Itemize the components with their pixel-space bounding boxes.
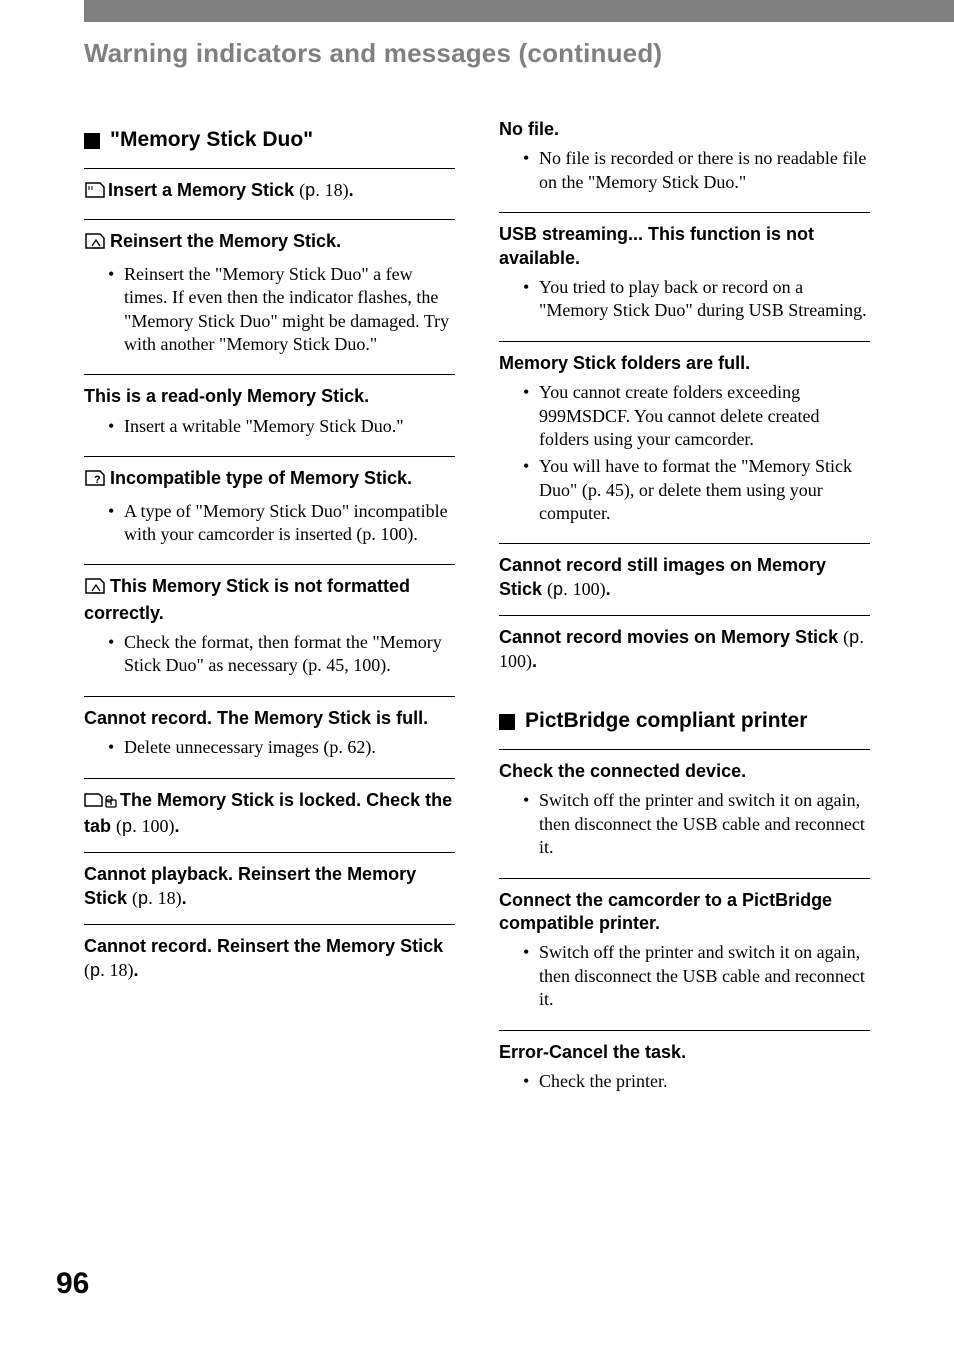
bullet-item: Switch off the printer and switch it on … bbox=[539, 789, 870, 859]
content-columns: "Memory Stick Duo" Insert a Memory Stick… bbox=[84, 118, 870, 1111]
bullet-list: Check the printer. bbox=[499, 1070, 870, 1093]
memstick-lock-icon bbox=[84, 791, 118, 815]
message-item: The Memory Stick is locked. Check the ta… bbox=[84, 778, 455, 853]
message-heading: Cannot playback. Reinsert the Memory Sti… bbox=[84, 863, 455, 910]
chapter-title: Warning indicators and messages (continu… bbox=[84, 38, 662, 69]
page-reference: (p. 18) bbox=[299, 180, 349, 200]
bullet-list: You cannot create folders exceeding 999M… bbox=[499, 381, 870, 525]
message-title: Connect the camcorder to a PictBridge co… bbox=[499, 890, 832, 933]
bullet-item: Check the printer. bbox=[539, 1070, 870, 1093]
memstick-eject-icon bbox=[84, 232, 108, 256]
bullet-item: Check the format, then format the "Memor… bbox=[124, 631, 455, 678]
message-title: Cannot record. Reinsert the Memory Stick bbox=[84, 936, 443, 956]
message-title: Cannot record. The Memory Stick is full. bbox=[84, 708, 428, 728]
square-icon bbox=[84, 133, 100, 149]
message-item: Cannot record movies on Memory Stick (p.… bbox=[499, 615, 870, 687]
message-heading: Cannot record movies on Memory Stick (p.… bbox=[499, 626, 870, 673]
page-reference: (p. 18) bbox=[132, 888, 182, 908]
message-item: ? Incompatible type of Memory Stick. A typ… bbox=[84, 456, 455, 564]
page-number: 96 bbox=[56, 1267, 89, 1301]
header-bar bbox=[84, 0, 954, 22]
square-icon bbox=[499, 714, 515, 730]
message-title: Incompatible type of Memory Stick. bbox=[110, 468, 412, 488]
message-title: This is a read-only Memory Stick. bbox=[84, 386, 369, 406]
message-title: Memory Stick folders are full. bbox=[499, 353, 750, 373]
bullet-list: A type of "Memory Stick Duo" incompatibl… bbox=[84, 500, 455, 547]
section-heading-memory-stick: "Memory Stick Duo" bbox=[84, 128, 455, 152]
message-item: Insert a Memory Stick (p. 18). bbox=[84, 168, 455, 219]
svg-text:?: ? bbox=[94, 474, 101, 486]
message-item: USB streaming... This function is not av… bbox=[499, 212, 870, 341]
memstick-outline-icon bbox=[84, 181, 106, 205]
message-item: Connect the camcorder to a PictBridge co… bbox=[499, 878, 870, 1030]
bullet-item: You will have to format the "Memory Stic… bbox=[539, 455, 870, 525]
bullet-item: Insert a writable "Memory Stick Duo." bbox=[124, 415, 455, 438]
message-heading: The Memory Stick is locked. Check the ta… bbox=[84, 789, 455, 839]
message-title: No file. bbox=[499, 119, 559, 139]
bullet-item: A type of "Memory Stick Duo" incompatibl… bbox=[124, 500, 455, 547]
right-column: No file. No file is recorded or there is … bbox=[499, 118, 870, 1111]
page-reference: (p. 18) bbox=[84, 960, 134, 980]
memstick-eject-icon bbox=[84, 577, 108, 601]
message-heading: This is a read-only Memory Stick. bbox=[84, 385, 455, 408]
message-heading: Cannot record still images on Memory Sti… bbox=[499, 554, 870, 601]
left-column: "Memory Stick Duo" Insert a Memory Stick… bbox=[84, 118, 455, 1111]
message-item: This Memory Stick is not formatted corre… bbox=[84, 564, 455, 696]
message-heading: Reinsert the Memory Stick. bbox=[84, 230, 455, 256]
message-heading: Insert a Memory Stick (p. 18). bbox=[84, 179, 455, 205]
message-heading: Cannot record. The Memory Stick is full. bbox=[84, 707, 455, 730]
bullet-list: Insert a writable "Memory Stick Duo." bbox=[84, 415, 455, 438]
bullet-item: No file is recorded or there is no reada… bbox=[539, 147, 870, 194]
message-item: Memory Stick folders are full. You cannot… bbox=[499, 341, 870, 544]
message-title: Check the connected device. bbox=[499, 761, 746, 781]
bullet-list: Reinsert the "Memory Stick Duo" a few ti… bbox=[84, 263, 455, 357]
bullet-list: No file is recorded or there is no reada… bbox=[499, 147, 870, 194]
section-heading-pictbridge: PictBridge compliant printer bbox=[499, 709, 870, 733]
bullet-item: Switch off the printer and switch it on … bbox=[539, 941, 870, 1011]
message-title: Cannot record movies on Memory Stick bbox=[499, 627, 838, 647]
message-heading: Connect the camcorder to a PictBridge co… bbox=[499, 889, 870, 936]
message-item: Cannot record. Reinsert the Memory Stick… bbox=[84, 924, 455, 996]
message-heading: Cannot record. Reinsert the Memory Stick… bbox=[84, 935, 455, 982]
section-title: "Memory Stick Duo" bbox=[110, 128, 313, 152]
bullet-item: You tried to play back or record on a "M… bbox=[539, 276, 870, 323]
message-item: No file. No file is recorded or there is … bbox=[499, 118, 870, 212]
message-heading: This Memory Stick is not formatted corre… bbox=[84, 575, 455, 625]
message-item: Error-Cancel the task. Check the printer. bbox=[499, 1030, 870, 1112]
message-title: USB streaming... This function is not av… bbox=[499, 224, 814, 267]
message-heading: USB streaming... This function is not av… bbox=[499, 223, 870, 270]
message-heading: No file. bbox=[499, 118, 870, 141]
message-heading: ? Incompatible type of Memory Stick. bbox=[84, 467, 455, 493]
bullet-list: Switch off the printer and switch it on … bbox=[499, 789, 870, 859]
message-heading: Check the connected device. bbox=[499, 760, 870, 783]
message-item: Cannot playback. Reinsert the Memory Sti… bbox=[84, 852, 455, 924]
bullet-item: Reinsert the "Memory Stick Duo" a few ti… bbox=[124, 263, 455, 357]
memstick-question-icon: ? bbox=[84, 469, 108, 493]
message-item: Reinsert the Memory Stick. Reinsert the "… bbox=[84, 219, 455, 374]
bullet-list: Check the format, then format the "Memor… bbox=[84, 631, 455, 678]
bullet-list: Switch off the printer and switch it on … bbox=[499, 941, 870, 1011]
section-title: PictBridge compliant printer bbox=[525, 709, 807, 733]
bullet-list: You tried to play back or record on a "M… bbox=[499, 276, 870, 323]
message-title: This Memory Stick is not formatted corre… bbox=[84, 576, 410, 622]
message-title: Error-Cancel the task. bbox=[499, 1042, 686, 1062]
bullet-list: Delete unnecessary images (p. 62). bbox=[84, 736, 455, 759]
message-item: Cannot record still images on Memory Sti… bbox=[499, 543, 870, 615]
message-title: Insert a Memory Stick bbox=[108, 180, 294, 200]
page-reference: (p. 100) bbox=[547, 579, 606, 599]
bullet-item: Delete unnecessary images (p. 62). bbox=[124, 736, 455, 759]
message-heading: Error-Cancel the task. bbox=[499, 1041, 870, 1064]
page-reference: (p. 100) bbox=[116, 816, 175, 836]
bullet-item: You cannot create folders exceeding 999M… bbox=[539, 381, 870, 451]
message-heading: Memory Stick folders are full. bbox=[499, 352, 870, 375]
message-item: Cannot record. The Memory Stick is full.… bbox=[84, 696, 455, 778]
message-title: Reinsert the Memory Stick. bbox=[110, 231, 341, 251]
message-item: This is a read-only Memory Stick. Insert … bbox=[84, 374, 455, 456]
message-item: Check the connected device. Switch off th… bbox=[499, 749, 870, 878]
